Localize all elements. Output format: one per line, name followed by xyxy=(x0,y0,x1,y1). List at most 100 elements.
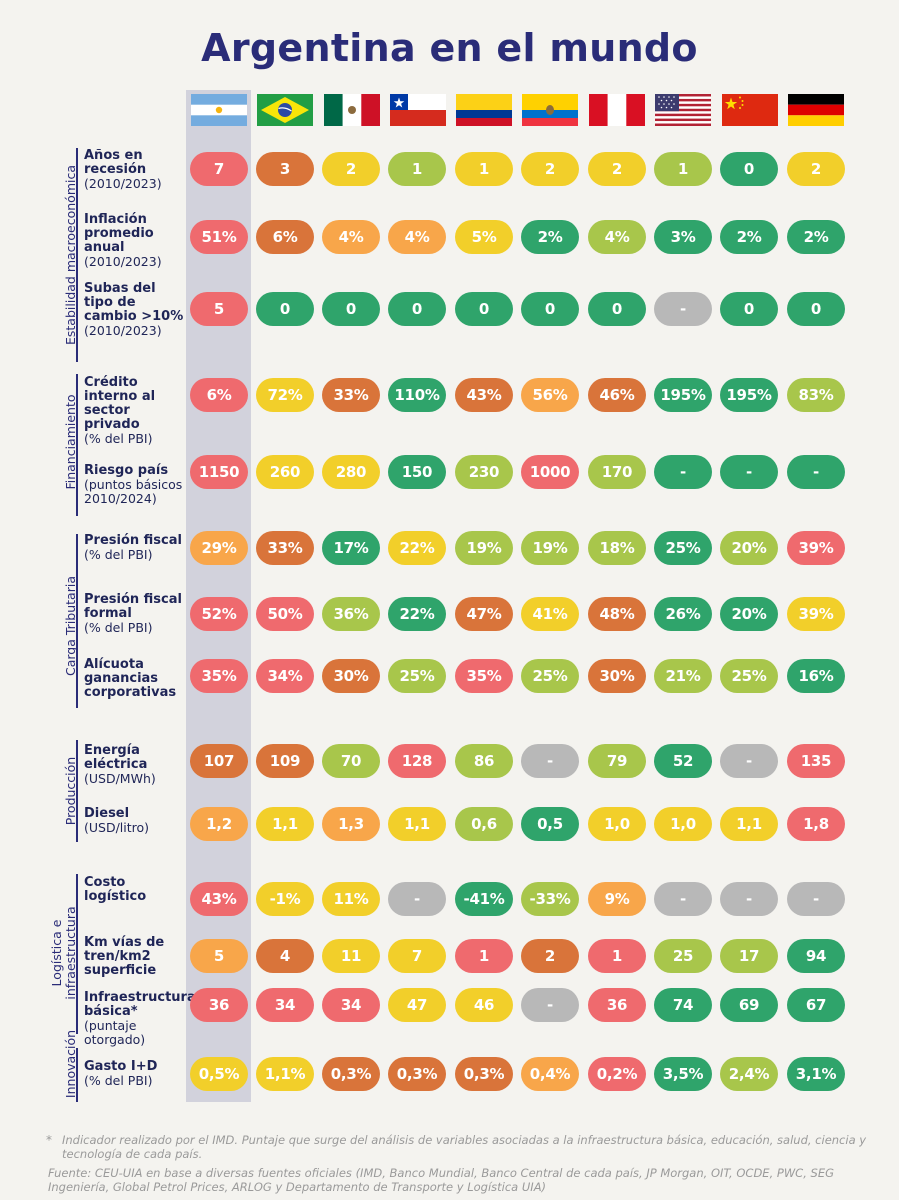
value-cell-colombia: 19% xyxy=(455,531,513,565)
value-cell-mexico: 0,3% xyxy=(322,1057,380,1091)
value-cell-chile: 22% xyxy=(388,531,446,565)
value-cell-china: 1,1 xyxy=(720,807,778,841)
value-cell-brazil: 260 xyxy=(256,455,314,489)
value-cell-ecuador: 0 xyxy=(521,292,579,326)
value-cell-argentina: 52% xyxy=(190,597,248,631)
value-cell-ecuador: 2 xyxy=(521,152,579,186)
argentina-flag xyxy=(191,94,247,126)
footnote-text: Indicador realizado por el IMD. Puntaje … xyxy=(62,1133,867,1161)
value-cell-ecuador: 2% xyxy=(521,220,579,254)
section-label-logistica: Logística e infraestructura xyxy=(49,906,78,1000)
value-cell-brazil: 4 xyxy=(256,939,314,973)
value-cell-colombia: 46 xyxy=(455,988,513,1022)
value-cell-argentina: 51% xyxy=(190,220,248,254)
value-cell-argentina: 7 xyxy=(190,152,248,186)
value-cell-peru: 4% xyxy=(588,220,646,254)
row-label-presion-formal: Presión fiscal formal (% del PBI) xyxy=(84,592,182,635)
value-cell-usa: 25% xyxy=(654,531,712,565)
value-cell-peru: 46% xyxy=(588,378,646,412)
value-cell-ecuador: 56% xyxy=(521,378,579,412)
row-label-presion-fiscal: Presión fiscal (% del PBI) xyxy=(84,533,182,562)
value-cell-usa: 3,5% xyxy=(654,1057,712,1091)
value-cell-argentina: 1,2 xyxy=(190,807,248,841)
value-cell-brazil: 1,1 xyxy=(256,807,314,841)
value-cell-brazil: 0 xyxy=(256,292,314,326)
mexico-flag xyxy=(324,94,380,126)
value-cell-china: 195% xyxy=(720,378,778,412)
colombia-flag xyxy=(456,94,512,126)
value-cell-argentina: 29% xyxy=(190,531,248,565)
value-cell-germany: 2% xyxy=(787,220,845,254)
value-cell-chile: - xyxy=(388,882,446,916)
value-cell-mexico: 11% xyxy=(322,882,380,916)
row-label-infraestructura: Infraestructura básica* (puntaje otorgado… xyxy=(84,990,196,1047)
row-label-inflacion: Inflación promedio anual (2010/2023) xyxy=(84,212,162,269)
value-cell-germany: - xyxy=(787,455,845,489)
row-label-alicuota: Alícuota ganancias corporativas xyxy=(84,657,177,700)
value-cell-germany: 67 xyxy=(787,988,845,1022)
value-cell-chile: 7 xyxy=(388,939,446,973)
value-cell-ecuador: 41% xyxy=(521,597,579,631)
value-cell-china: - xyxy=(720,744,778,778)
usa-flag xyxy=(655,94,711,126)
value-cell-china: 0 xyxy=(720,152,778,186)
value-cell-colombia: 0,6 xyxy=(455,807,513,841)
value-cell-colombia: 35% xyxy=(455,659,513,693)
value-cell-germany: 39% xyxy=(787,597,845,631)
value-cell-peru: 18% xyxy=(588,531,646,565)
value-cell-germany: 135 xyxy=(787,744,845,778)
value-cell-usa: - xyxy=(654,455,712,489)
value-cell-germany: 0 xyxy=(787,292,845,326)
value-cell-usa: 52 xyxy=(654,744,712,778)
row-label-costo-logistico: Costo logístico xyxy=(84,875,147,904)
row-label-diesel: Diesel (USD/litro) xyxy=(84,806,150,835)
value-cell-ecuador: - xyxy=(521,744,579,778)
value-cell-argentina: 0,5% xyxy=(190,1057,248,1091)
value-cell-chile: 0,3% xyxy=(388,1057,446,1091)
row-label-recesion: Años en recesión (2010/2023) xyxy=(84,148,162,191)
value-cell-usa: 74 xyxy=(654,988,712,1022)
value-cell-colombia: 0,3% xyxy=(455,1057,513,1091)
row-label-riesgo: Riesgo país (puntos básicos 2010/2024) xyxy=(84,463,183,506)
value-cell-chile: 47 xyxy=(388,988,446,1022)
value-cell-peru: 1 xyxy=(588,939,646,973)
value-cell-argentina: 107 xyxy=(190,744,248,778)
value-cell-colombia: 230 xyxy=(455,455,513,489)
value-cell-chile: 25% xyxy=(388,659,446,693)
value-cell-germany: 1,8 xyxy=(787,807,845,841)
value-cell-ecuador: -33% xyxy=(521,882,579,916)
value-cell-mexico: 30% xyxy=(322,659,380,693)
value-cell-ecuador: 0,5 xyxy=(521,807,579,841)
value-cell-mexico: 34 xyxy=(322,988,380,1022)
value-cell-chile: 1 xyxy=(388,152,446,186)
chile-flag xyxy=(390,94,446,126)
value-cell-argentina: 1150 xyxy=(190,455,248,489)
row-label-km-vias: Km vías de tren/km2 superficie xyxy=(84,935,165,978)
value-cell-china: 20% xyxy=(720,531,778,565)
value-cell-mexico: 1,3 xyxy=(322,807,380,841)
value-cell-germany: 94 xyxy=(787,939,845,973)
value-cell-argentina: 36 xyxy=(190,988,248,1022)
value-cell-mexico: 0 xyxy=(322,292,380,326)
value-cell-mexico: 11 xyxy=(322,939,380,973)
value-cell-mexico: 33% xyxy=(322,378,380,412)
section-line-innovacion xyxy=(76,1048,78,1102)
value-cell-usa: 21% xyxy=(654,659,712,693)
value-cell-brazil: 50% xyxy=(256,597,314,631)
value-cell-colombia: 5% xyxy=(455,220,513,254)
value-cell-germany: 3,1% xyxy=(787,1057,845,1091)
section-label-carga: Carga Tributaria xyxy=(63,576,78,676)
value-cell-brazil: 109 xyxy=(256,744,314,778)
value-cell-chile: 4% xyxy=(388,220,446,254)
value-cell-mexico: 17% xyxy=(322,531,380,565)
section-label-produccion: Producción xyxy=(63,756,78,826)
source-text: Fuente: CEU-UIA en base a diversas fuent… xyxy=(48,1166,835,1194)
value-cell-chile: 128 xyxy=(388,744,446,778)
value-cell-peru: 170 xyxy=(588,455,646,489)
value-cell-colombia: -41% xyxy=(455,882,513,916)
value-cell-china: 17 xyxy=(720,939,778,973)
value-cell-china: 2,4% xyxy=(720,1057,778,1091)
value-cell-chile: 22% xyxy=(388,597,446,631)
value-cell-usa: 26% xyxy=(654,597,712,631)
value-cell-colombia: 0 xyxy=(455,292,513,326)
